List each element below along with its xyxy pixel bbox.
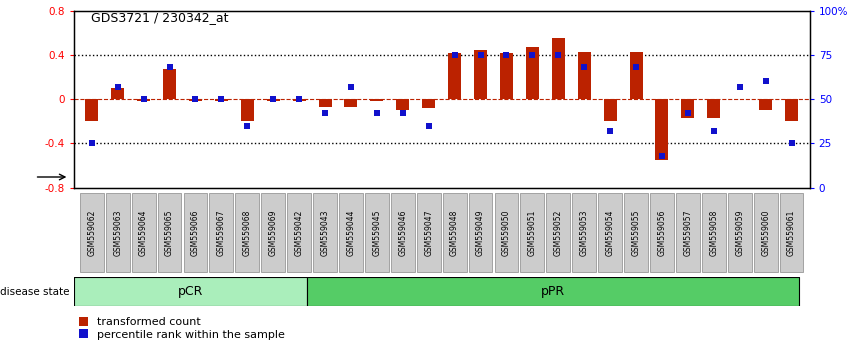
Text: GSM559051: GSM559051 bbox=[528, 210, 537, 256]
Text: GSM559056: GSM559056 bbox=[657, 210, 667, 256]
Text: GSM559067: GSM559067 bbox=[216, 210, 226, 256]
Text: GSM559045: GSM559045 bbox=[372, 210, 381, 256]
FancyBboxPatch shape bbox=[417, 193, 441, 273]
FancyBboxPatch shape bbox=[106, 193, 130, 273]
Text: GSM559065: GSM559065 bbox=[165, 210, 174, 256]
FancyBboxPatch shape bbox=[210, 193, 233, 273]
Bar bbox=[241, 99, 254, 121]
Bar bbox=[345, 99, 358, 107]
FancyBboxPatch shape bbox=[80, 193, 104, 273]
Bar bbox=[448, 53, 461, 99]
Bar bbox=[423, 99, 436, 108]
FancyBboxPatch shape bbox=[391, 193, 415, 273]
FancyBboxPatch shape bbox=[546, 193, 570, 273]
Text: GSM559054: GSM559054 bbox=[605, 210, 615, 256]
FancyBboxPatch shape bbox=[339, 193, 363, 273]
Bar bbox=[371, 99, 384, 101]
Bar bbox=[682, 99, 695, 118]
FancyBboxPatch shape bbox=[469, 193, 493, 273]
FancyBboxPatch shape bbox=[753, 193, 778, 273]
Text: GSM559058: GSM559058 bbox=[709, 210, 718, 256]
FancyBboxPatch shape bbox=[727, 193, 752, 273]
Text: GSM559066: GSM559066 bbox=[191, 210, 200, 256]
Text: GSM559042: GSM559042 bbox=[294, 210, 304, 256]
Text: GSM559069: GSM559069 bbox=[268, 210, 278, 256]
Text: GSM559060: GSM559060 bbox=[761, 210, 770, 256]
Text: GSM559048: GSM559048 bbox=[450, 210, 459, 256]
Text: GSM559047: GSM559047 bbox=[424, 210, 433, 256]
FancyBboxPatch shape bbox=[307, 277, 799, 306]
FancyBboxPatch shape bbox=[236, 193, 259, 273]
FancyBboxPatch shape bbox=[262, 193, 285, 273]
Text: GSM559049: GSM559049 bbox=[476, 210, 485, 256]
Text: GSM559059: GSM559059 bbox=[735, 210, 744, 256]
Text: GSM559063: GSM559063 bbox=[113, 210, 122, 256]
Bar bbox=[215, 99, 228, 101]
Bar bbox=[111, 88, 124, 99]
FancyBboxPatch shape bbox=[650, 193, 674, 273]
Bar bbox=[630, 52, 643, 99]
Bar bbox=[604, 99, 617, 121]
Text: GSM559053: GSM559053 bbox=[579, 210, 589, 256]
FancyBboxPatch shape bbox=[74, 277, 307, 306]
FancyBboxPatch shape bbox=[158, 193, 182, 273]
FancyBboxPatch shape bbox=[701, 193, 726, 273]
Bar bbox=[293, 99, 306, 101]
Bar bbox=[500, 53, 513, 99]
Text: disease state: disease state bbox=[0, 287, 69, 297]
Bar bbox=[656, 99, 669, 160]
Bar bbox=[319, 99, 332, 107]
Bar bbox=[137, 99, 150, 101]
FancyBboxPatch shape bbox=[313, 193, 337, 273]
Text: GSM559044: GSM559044 bbox=[346, 210, 355, 256]
Bar bbox=[85, 99, 98, 121]
Bar bbox=[759, 99, 772, 110]
Text: pCR: pCR bbox=[178, 285, 203, 298]
Bar bbox=[526, 47, 539, 99]
Text: GSM559043: GSM559043 bbox=[320, 210, 330, 256]
Text: pPR: pPR bbox=[541, 285, 565, 298]
Text: GSM559050: GSM559050 bbox=[502, 210, 511, 256]
FancyBboxPatch shape bbox=[288, 193, 311, 273]
Bar bbox=[267, 99, 280, 101]
FancyBboxPatch shape bbox=[443, 193, 467, 273]
Bar bbox=[397, 99, 410, 110]
Bar bbox=[708, 99, 721, 118]
FancyBboxPatch shape bbox=[184, 193, 207, 273]
Legend: transformed count, percentile rank within the sample: transformed count, percentile rank withi… bbox=[79, 317, 285, 339]
FancyBboxPatch shape bbox=[624, 193, 648, 273]
Bar bbox=[552, 38, 565, 99]
Text: GSM559055: GSM559055 bbox=[631, 210, 641, 256]
Bar bbox=[189, 99, 202, 101]
Text: GSM559062: GSM559062 bbox=[87, 210, 96, 256]
Text: GSM559046: GSM559046 bbox=[398, 210, 407, 256]
Bar bbox=[163, 69, 176, 99]
FancyBboxPatch shape bbox=[572, 193, 596, 273]
FancyBboxPatch shape bbox=[520, 193, 545, 273]
Text: GSM559061: GSM559061 bbox=[787, 210, 796, 256]
Text: GDS3721 / 230342_at: GDS3721 / 230342_at bbox=[91, 11, 229, 24]
Text: GSM559064: GSM559064 bbox=[139, 210, 148, 256]
Bar bbox=[578, 52, 591, 99]
Bar bbox=[785, 99, 798, 121]
Text: GSM559068: GSM559068 bbox=[242, 210, 252, 256]
FancyBboxPatch shape bbox=[676, 193, 700, 273]
FancyBboxPatch shape bbox=[494, 193, 519, 273]
FancyBboxPatch shape bbox=[132, 193, 156, 273]
Text: GSM559052: GSM559052 bbox=[553, 210, 563, 256]
Text: GSM559057: GSM559057 bbox=[683, 210, 693, 256]
FancyBboxPatch shape bbox=[365, 193, 389, 273]
Bar bbox=[474, 50, 487, 99]
FancyBboxPatch shape bbox=[598, 193, 622, 273]
FancyBboxPatch shape bbox=[779, 193, 804, 273]
